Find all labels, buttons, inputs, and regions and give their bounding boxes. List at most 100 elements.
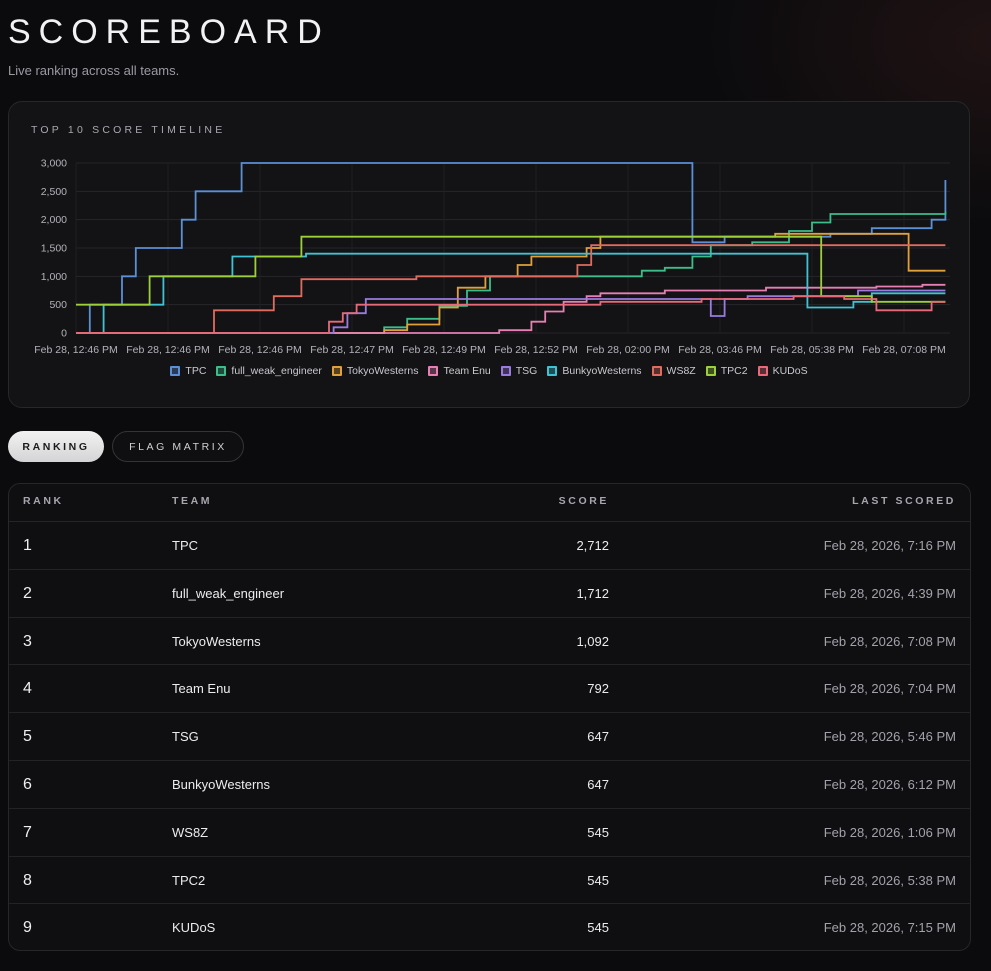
team-name-cell[interactable]: TPC2 — [172, 872, 206, 888]
team-name-cell[interactable]: full_weak_engineer — [172, 585, 285, 601]
page-title: SCOREBOARD — [8, 13, 330, 51]
legend-label: TPC2 — [720, 365, 748, 377]
table-row[interactable]: 8 TPC2 545 Feb 28, 2026, 5:38 PM — [9, 857, 970, 905]
legend-item[interactable]: TPC2 — [705, 365, 748, 377]
legend-item[interactable]: BunkyoWesterns — [547, 365, 642, 377]
score-timeline-card: TOP 10 SCORE TIMELINE 0 500 1,000 1,500 2,00… — [8, 101, 970, 408]
rank-cell: 8 — [23, 871, 32, 889]
legend-item[interactable]: full_weak_engineer — [216, 365, 322, 377]
header-score[interactable]: SCORE — [558, 495, 609, 507]
team-name-cell[interactable]: WS8Z — [172, 824, 209, 840]
x-tick-label: Feb 28, 02:00 PM — [586, 344, 669, 356]
rank-cell: 6 — [23, 775, 32, 793]
last-scored-cell: Feb 28, 2026, 4:39 PM — [823, 585, 956, 601]
legend-item[interactable]: TokyoWesterns — [331, 365, 419, 377]
legend-swatch — [331, 366, 342, 376]
score-cell: 647 — [587, 729, 609, 745]
x-tick-label: Feb 28, 12:46 PM — [218, 344, 301, 356]
team-name-cell[interactable]: TPC — [172, 538, 198, 553]
table-row[interactable]: 5 TSG 647 Feb 28, 2026, 5:46 PM — [9, 713, 970, 761]
kudos-series-line — [76, 295, 946, 334]
legend-label: Team Enu — [443, 365, 491, 377]
ranking-table: RANK TEAM SCORE LAST SCORED 1 TPC 2,712 Feb… — [8, 483, 971, 951]
tab-flag-matrix[interactable]: FLAG MATRIX — [112, 431, 244, 462]
team-name-cell[interactable]: TokyoWesterns — [172, 633, 261, 649]
x-tick-label: Feb 28, 03:46 PM — [678, 344, 761, 356]
legend-swatch — [170, 366, 181, 376]
team-name-cell[interactable]: Team Enu — [172, 681, 231, 697]
header-team[interactable]: TEAM — [172, 495, 213, 507]
rank-cell: 1 — [23, 537, 32, 554]
team-name-cell[interactable]: TSG — [172, 729, 199, 745]
view-tabs: RANKING FLAG MATRIX — [8, 431, 244, 462]
legend-swatch — [216, 366, 227, 376]
ws8z-series-line — [76, 244, 946, 334]
team-name-cell[interactable]: BunkyoWesterns — [172, 776, 271, 792]
last-scored-cell: Feb 28, 2026, 7:16 PM — [823, 538, 956, 553]
x-tick-label: Feb 28, 12:47 PM — [310, 344, 393, 356]
legend-item[interactable]: WS8Z — [651, 365, 696, 377]
rank-cell: 2 — [23, 584, 32, 602]
chart-title: TOP 10 SCORE TIMELINE — [31, 124, 226, 136]
rank-cell: 9 — [23, 919, 32, 937]
table-row[interactable]: 4 Team Enu 792 Feb 28, 2026, 7:04 PM — [9, 665, 970, 714]
legend-item[interactable]: TPC — [170, 365, 206, 377]
last-scored-cell: Feb 28, 2026, 5:46 PM — [823, 729, 956, 745]
table-row[interactable]: 1 TPC 2,712 Feb 28, 2026, 7:16 PM — [9, 522, 970, 570]
tpc2-series-line — [76, 235, 946, 306]
score-cell: 545 — [587, 872, 609, 888]
y-tick-label: 2,500 — [41, 186, 67, 198]
last-scored-cell: Feb 28, 2026, 6:12 PM — [823, 776, 956, 792]
legend-label: TSG — [515, 365, 538, 377]
header-rank[interactable]: RANK — [23, 495, 64, 507]
header-last-scored[interactable]: LAST SCORED — [852, 495, 956, 507]
x-tick-label: Feb 28, 12:46 PM — [34, 344, 117, 356]
y-tick-label: 3,000 — [41, 158, 67, 170]
legend-swatch — [428, 366, 439, 376]
page-subtitle: Live ranking across all teams. — [8, 63, 180, 78]
rank-cell: 7 — [23, 823, 32, 841]
y-tick-label: 1,500 — [41, 243, 67, 255]
legend-swatch — [500, 366, 511, 376]
x-tick-label: Feb 28, 12:49 PM — [402, 344, 485, 356]
score-cell: 792 — [587, 681, 609, 697]
table-row[interactable]: 6 BunkyoWesterns 647 Feb 28, 2026, 6:12 PM — [9, 761, 970, 809]
last-scored-cell: Feb 28, 2026, 5:38 PM — [823, 872, 956, 888]
y-tick-label: 0 — [61, 328, 67, 340]
y-tick-label: 500 — [49, 299, 67, 311]
legend-item[interactable]: KUDoS — [757, 365, 808, 377]
score-cell: 2,712 — [576, 538, 609, 553]
legend-label: BunkyoWesterns — [562, 365, 642, 377]
legend-label: TPC — [185, 365, 207, 377]
rank-cell: 5 — [23, 728, 32, 746]
table-row[interactable]: 7 WS8Z 545 Feb 28, 2026, 1:06 PM — [9, 809, 970, 857]
tokyowesterns-series-line — [76, 232, 946, 334]
legend-item[interactable]: TSG — [500, 365, 538, 377]
team-enu-series-line — [76, 283, 946, 334]
score-cell: 1,092 — [576, 633, 609, 649]
legend-label: full_weak_engineer — [231, 365, 322, 377]
score-cell: 647 — [587, 776, 609, 792]
x-tick-label: Feb 28, 12:52 PM — [494, 344, 577, 356]
x-tick-label: Feb 28, 05:38 PM — [770, 344, 853, 356]
legend-label: KUDoS — [772, 365, 808, 377]
rank-cell: 3 — [23, 632, 32, 650]
legend-swatch — [705, 366, 716, 376]
tab-ranking[interactable]: RANKING — [8, 431, 104, 462]
legend-label: WS8Z — [666, 365, 696, 377]
x-tick-label: Feb 28, 07:08 PM — [862, 344, 945, 356]
full-weak-engineer-series-line — [76, 211, 947, 334]
table-row[interactable]: 3 TokyoWesterns 1,092 Feb 28, 2026, 7:08 PM — [9, 618, 970, 666]
table-header: RANK TEAM SCORE LAST SCORED — [9, 484, 970, 522]
y-tick-label: 2,000 — [41, 214, 67, 226]
chart-legend: TPC full_weak_engineer TokyoWesterns Team E… — [9, 365, 969, 377]
team-name-cell[interactable]: KUDoS — [172, 920, 216, 936]
y-tick-label: 1,000 — [41, 271, 67, 283]
legend-item[interactable]: Team Enu — [428, 365, 491, 377]
score-cell: 545 — [587, 824, 609, 840]
legend-swatch — [651, 366, 662, 376]
legend-label: TokyoWesterns — [346, 365, 419, 377]
table-row[interactable]: 2 full_weak_engineer 1,712 Feb 28, 2026, 4:… — [9, 570, 970, 618]
rank-cell: 4 — [23, 680, 32, 698]
table-row[interactable]: 9 KUDoS 545 Feb 28, 2026, 7:15 PM — [9, 904, 970, 950]
